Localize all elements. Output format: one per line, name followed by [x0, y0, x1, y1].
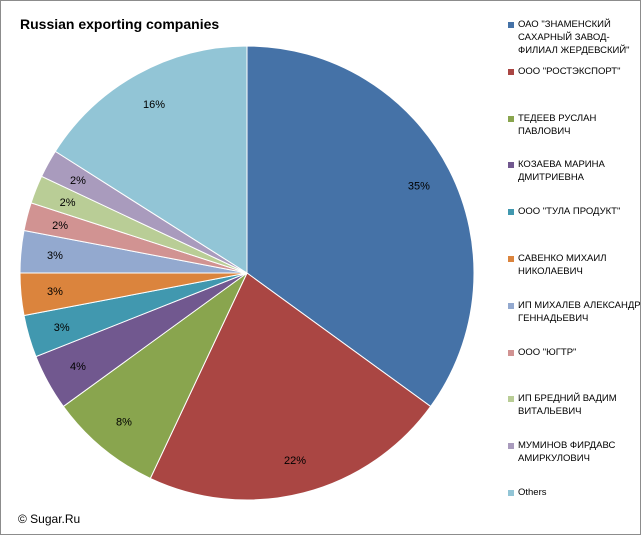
chart-title: Russian exporting companies [20, 16, 220, 32]
legend-item-5: САВЕНКО МИХАИЛ НИКОЛАЕВИЧ [508, 252, 641, 278]
legend-item-10: Others [508, 486, 641, 499]
legend-item-9: МУМИНОВ ФИРДАВС АМИРКУЛОВИЧ [508, 439, 641, 465]
pie-data-label-0: 35% [408, 180, 430, 192]
pie-data-label-1: 22% [284, 455, 306, 467]
pie-data-label-9: 2% [70, 175, 86, 187]
legend-label-10: Others [518, 487, 547, 498]
legend-item-6: ИП МИХАЛЕВ АЛЕКСАНДР ГЕННАДЬЕВИЧ [508, 299, 641, 325]
legend-label-7: ООО "ЮГТР" [518, 347, 577, 358]
legend-swatch-6 [508, 303, 514, 309]
pie-slice-0 [246, 45, 475, 408]
legend-item-7: ООО "ЮГТР" [508, 346, 641, 359]
pie-slice-2 [62, 272, 248, 480]
legend-swatch-10 [508, 490, 514, 496]
copyright-text: © Sugar.Ru [18, 512, 81, 526]
legend-label-8: ИП БРЕДНИЙ ВАДИМ ВИТАЛЬЕВИЧ [518, 393, 617, 417]
legend-swatch-5 [508, 256, 514, 262]
pie-data-label-7: 2% [52, 220, 68, 232]
legend-label-0: ОАО "ЗНАМЕНСКИЙ САХАРНЫЙ ЗАВОД- ФИЛИАЛ Ж… [518, 19, 630, 56]
pie-data-label-10: 16% [143, 99, 165, 111]
legend-item-0: ОАО "ЗНАМЕНСКИЙ САХАРНЫЙ ЗАВОД- ФИЛИАЛ Ж… [508, 18, 641, 57]
legend-swatch-2 [508, 116, 514, 122]
legend-swatch-7 [508, 350, 514, 356]
legend-item-2: ТЕДЕЕВ РУСЛАН ПАВЛОВИЧ [508, 112, 641, 138]
legend-swatch-4 [508, 209, 514, 215]
legend-swatch-0 [508, 22, 514, 28]
legend-swatch-8 [508, 396, 514, 402]
legend-label-5: САВЕНКО МИХАИЛ НИКОЛАЕВИЧ [518, 253, 607, 277]
legend-item-3: КОЗАЕВА МАРИНА ДМИТРИЕВНА [508, 158, 641, 184]
legend-label-1: ООО "РОСТЭКСПОРТ" [518, 66, 621, 77]
pie-slice-10 [54, 45, 248, 274]
legend-item-8: ИП БРЕДНИЙ ВАДИМ ВИТАЛЬЕВИЧ [508, 392, 641, 418]
legend-swatch-9 [508, 443, 514, 449]
pie-data-label-8: 2% [60, 197, 76, 209]
legend-label-9: МУМИНОВ ФИРДАВС АМИРКУЛОВИЧ [518, 440, 616, 464]
legend-swatch-1 [508, 69, 514, 75]
pie-data-label-3: 4% [70, 361, 86, 373]
legend-item-1: ООО "РОСТЭКСПОРТ" [508, 65, 641, 78]
pie-data-label-6: 3% [47, 250, 63, 262]
legend-label-4: ООО "ТУЛА ПРОДУКТ" [518, 206, 621, 217]
legend-item-4: ООО "ТУЛА ПРОДУКТ" [508, 205, 641, 218]
pie-data-label-2: 8% [116, 417, 132, 429]
legend-label-3: КОЗАЕВА МАРИНА ДМИТРИЕВНА [518, 159, 605, 183]
pie-data-label-4: 3% [54, 322, 70, 334]
pie-data-label-5: 3% [47, 286, 63, 298]
legend-swatch-3 [508, 162, 514, 168]
legend-label-6: ИП МИХАЛЕВ АЛЕКСАНДР ГЕННАДЬЕВИЧ [518, 300, 641, 324]
legend-label-2: ТЕДЕЕВ РУСЛАН ПАВЛОВИЧ [518, 113, 597, 137]
